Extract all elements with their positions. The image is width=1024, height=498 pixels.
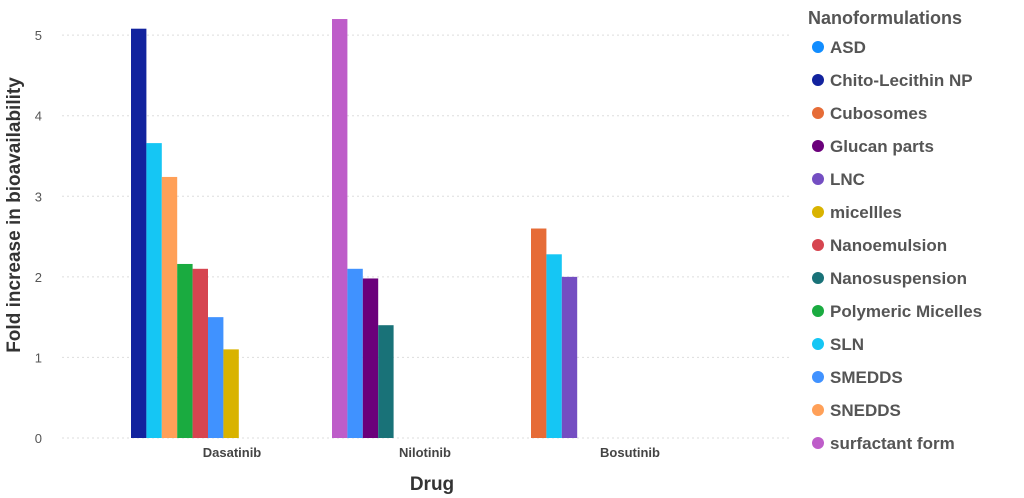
legend-label: Polymeric Micelles <box>830 302 982 321</box>
legend-label: SNEDDS <box>830 401 901 420</box>
legend-marker <box>812 437 824 449</box>
bar-dasatinib-sln <box>146 143 162 438</box>
x-axis-title: Drug <box>410 474 454 495</box>
y-axis-ticks: 0 1 2 3 4 5 <box>35 28 42 446</box>
legend-marker <box>812 404 824 416</box>
legend: Nanoformulations ASD Chito-Lecithin NP Cub… <box>808 8 982 453</box>
legend-label: LNC <box>830 170 865 189</box>
legend-marker <box>812 272 824 284</box>
y-tick-label: 0 <box>35 431 42 446</box>
legend-label: SMEDDS <box>830 368 903 387</box>
legend-marker <box>812 74 824 86</box>
legend-marker <box>812 305 824 317</box>
legend-marker <box>812 140 824 152</box>
bar-bosutinib-cubosomes <box>531 228 547 438</box>
legend-label: Cubosomes <box>830 104 927 123</box>
y-tick-label: 4 <box>35 109 42 124</box>
bar-nilotinib-surfactant-form <box>332 19 348 439</box>
legend-label: Nanosuspension <box>830 269 967 288</box>
y-tick-label: 1 <box>35 350 42 365</box>
y-tick-label: 2 <box>35 270 42 285</box>
y-tick-label: 3 <box>35 189 42 204</box>
legend-marker <box>812 239 824 251</box>
legend-label: Glucan parts <box>830 137 934 156</box>
legend-marker <box>812 107 824 119</box>
legend-title: Nanoformulations <box>808 8 962 28</box>
legend-marker <box>812 338 824 350</box>
bar-nilotinib-nanosuspension <box>378 325 394 438</box>
legend-marker <box>812 41 824 53</box>
x-tick-label: Nilotinib <box>399 445 451 460</box>
legend-label: Chito-Lecithin NP <box>830 71 973 90</box>
legend-label: micellles <box>830 203 902 222</box>
legend-label: Nanoemulsion <box>830 236 947 255</box>
bar-bosutinib-lnc <box>561 276 578 438</box>
bar-dasatinib-snedds <box>161 176 178 438</box>
x-tick-label: Bosutinib <box>600 445 660 460</box>
x-tick-label: Dasatinib <box>203 445 262 460</box>
legend-label: ASD <box>830 38 866 57</box>
bar-dasatinib-chito-lecithin-np <box>131 28 147 438</box>
legend-marker <box>812 206 824 218</box>
y-axis-title: Fold increase in bioavailability <box>4 77 25 353</box>
bar-nilotinib-glucan-parts <box>362 278 379 438</box>
bar-dasatinib-smedds <box>208 317 224 438</box>
bar-dasatinib-polymeric-micelles <box>177 263 193 438</box>
bar-dasatinib-micellles <box>223 349 239 438</box>
x-axis-ticks: Dasatinib Nilotinib Bosutinib <box>203 445 660 460</box>
legend-label: surfactant form <box>830 434 955 453</box>
legend-marker <box>812 173 824 185</box>
bar-bosutinib-sln <box>546 254 562 438</box>
bar-nilotinib-smedds <box>347 268 363 438</box>
y-tick-label: 5 <box>35 28 42 43</box>
bar-dasatinib-nanoemulsion <box>192 268 208 438</box>
legend-label: SLN <box>830 335 864 354</box>
bars <box>131 19 578 439</box>
legend-marker <box>812 371 824 383</box>
